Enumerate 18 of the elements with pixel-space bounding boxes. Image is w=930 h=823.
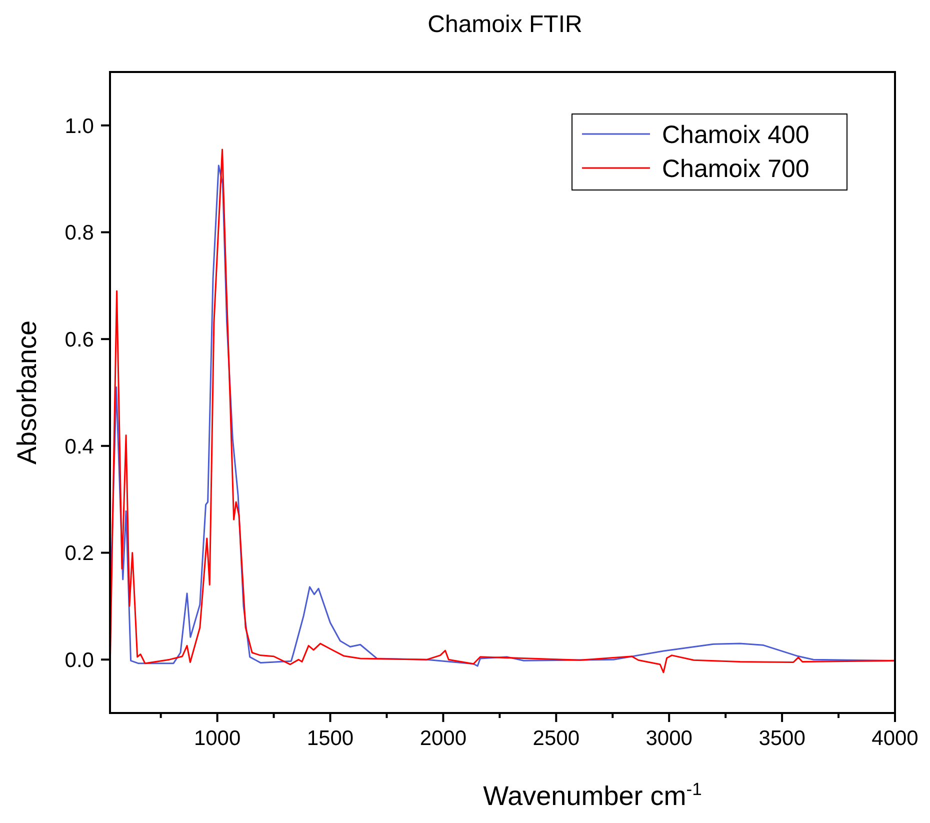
- x-tick-label: 1500: [306, 727, 354, 750]
- x-tick-label: 1000: [194, 727, 241, 750]
- y-tick-label: 0.0: [64, 648, 94, 672]
- x-tick-label: 4000: [872, 727, 918, 750]
- y-axis-title: Absorbance: [12, 320, 42, 465]
- y-tick-label: 0.4: [64, 435, 94, 458]
- y-tick-label: 0.6: [64, 328, 94, 352]
- x-tick-label: 3500: [758, 727, 806, 750]
- x-tick-label: 2500: [532, 727, 580, 750]
- x-axis-title: Wavenumber cm$^{-1}$: [483, 779, 702, 811]
- x-tick-label: 2000: [420, 727, 467, 750]
- y-tick-label: 1.0: [64, 114, 94, 138]
- legend-label: Chamoix 400: [662, 120, 810, 149]
- y-tick-label: 0.2: [64, 542, 94, 566]
- chart-title: Chamoix FTIR: [428, 11, 582, 38]
- legend-label: Chamoix 700: [662, 154, 810, 183]
- y-tick-label: 0.8: [64, 222, 94, 245]
- x-tick-label: 3000: [646, 727, 692, 750]
